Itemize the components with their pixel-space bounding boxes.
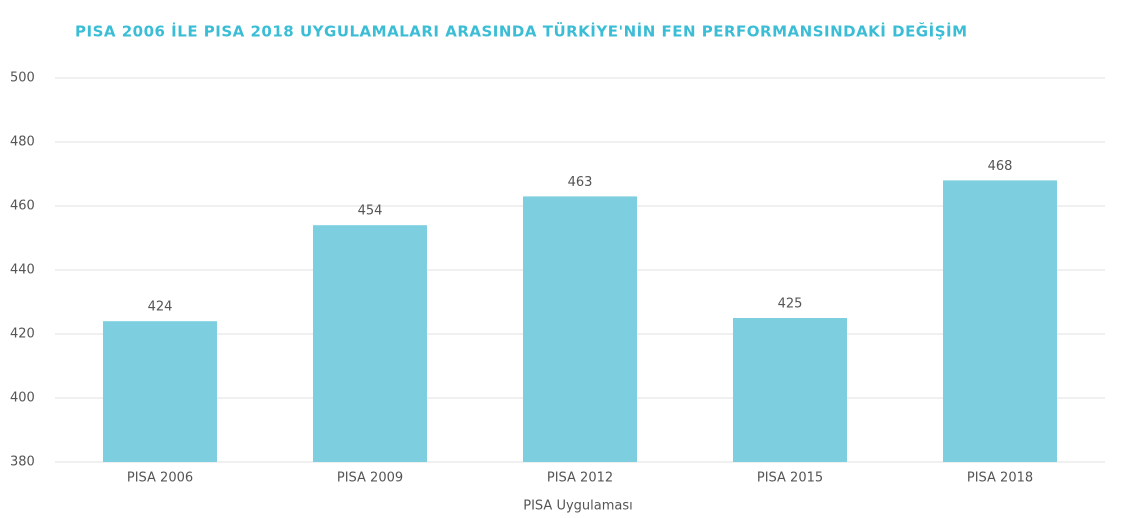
x-tick-label: PISA 2009 — [337, 471, 403, 486]
x-axis-label: PISA Uygulaması — [523, 499, 632, 514]
x-tick-label: PISA 2015 — [757, 471, 823, 486]
y-tick-label: 400 — [10, 391, 35, 406]
y-tick-label: 380 — [10, 455, 35, 470]
y-tick-label: 460 — [10, 199, 35, 214]
value-label: 424 — [148, 300, 173, 315]
bar — [523, 196, 637, 462]
x-tick-label: PISA 2012 — [547, 471, 613, 486]
chart-title: PISA 2006 İLE PISA 2018 UYGULAMALARI ARA… — [75, 22, 968, 41]
y-tick-label: 500 — [10, 71, 35, 86]
x-tick-label: PISA 2018 — [967, 471, 1033, 486]
x-tick-label: PISA 2006 — [127, 471, 193, 486]
bar — [103, 321, 217, 462]
value-label: 463 — [568, 175, 593, 190]
bar — [943, 180, 1057, 462]
y-tick-label: 440 — [10, 263, 35, 278]
value-label: 454 — [358, 204, 383, 219]
bar — [733, 318, 847, 462]
bar — [313, 225, 427, 462]
y-tick-label: 480 — [10, 135, 35, 150]
y-tick-label: 420 — [10, 327, 35, 342]
value-label: 425 — [778, 297, 803, 312]
value-label: 468 — [988, 159, 1013, 174]
